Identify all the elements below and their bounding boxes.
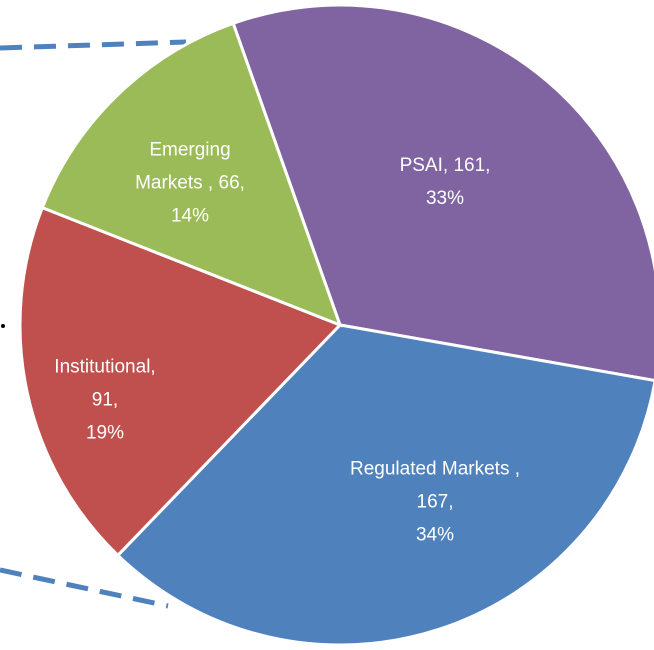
label-value: 91 — [54, 384, 155, 417]
dot — [1, 324, 5, 328]
label-value: 167 — [350, 486, 520, 519]
pie-slice — [40, 21, 343, 328]
data-label: Emerging Markets 66 14% — [120, 134, 260, 233]
data-label: Regulated Markets167 34% — [350, 453, 520, 552]
label-category: PSAI — [400, 155, 449, 176]
label-percent: 14% — [170, 205, 210, 227]
label-value: 66 — [219, 173, 245, 194]
label-percent: 19% — [85, 422, 125, 444]
data-label: Institutional91 19% — [54, 351, 155, 450]
pie — [18, 3, 654, 647]
label-category: Institutional — [54, 351, 155, 384]
pie-slice — [231, 3, 654, 382]
label-category: Regulated Markets — [350, 453, 520, 486]
label-percent: 33% — [425, 188, 465, 209]
connector-line — [0, 39, 187, 51]
label-percent: 34% — [415, 524, 455, 546]
connector-line — [0, 567, 169, 609]
label-value: 161 — [453, 155, 490, 176]
label-category: Emerging Markets — [135, 140, 231, 194]
data-label: PSAI 161 33% — [370, 149, 520, 215]
